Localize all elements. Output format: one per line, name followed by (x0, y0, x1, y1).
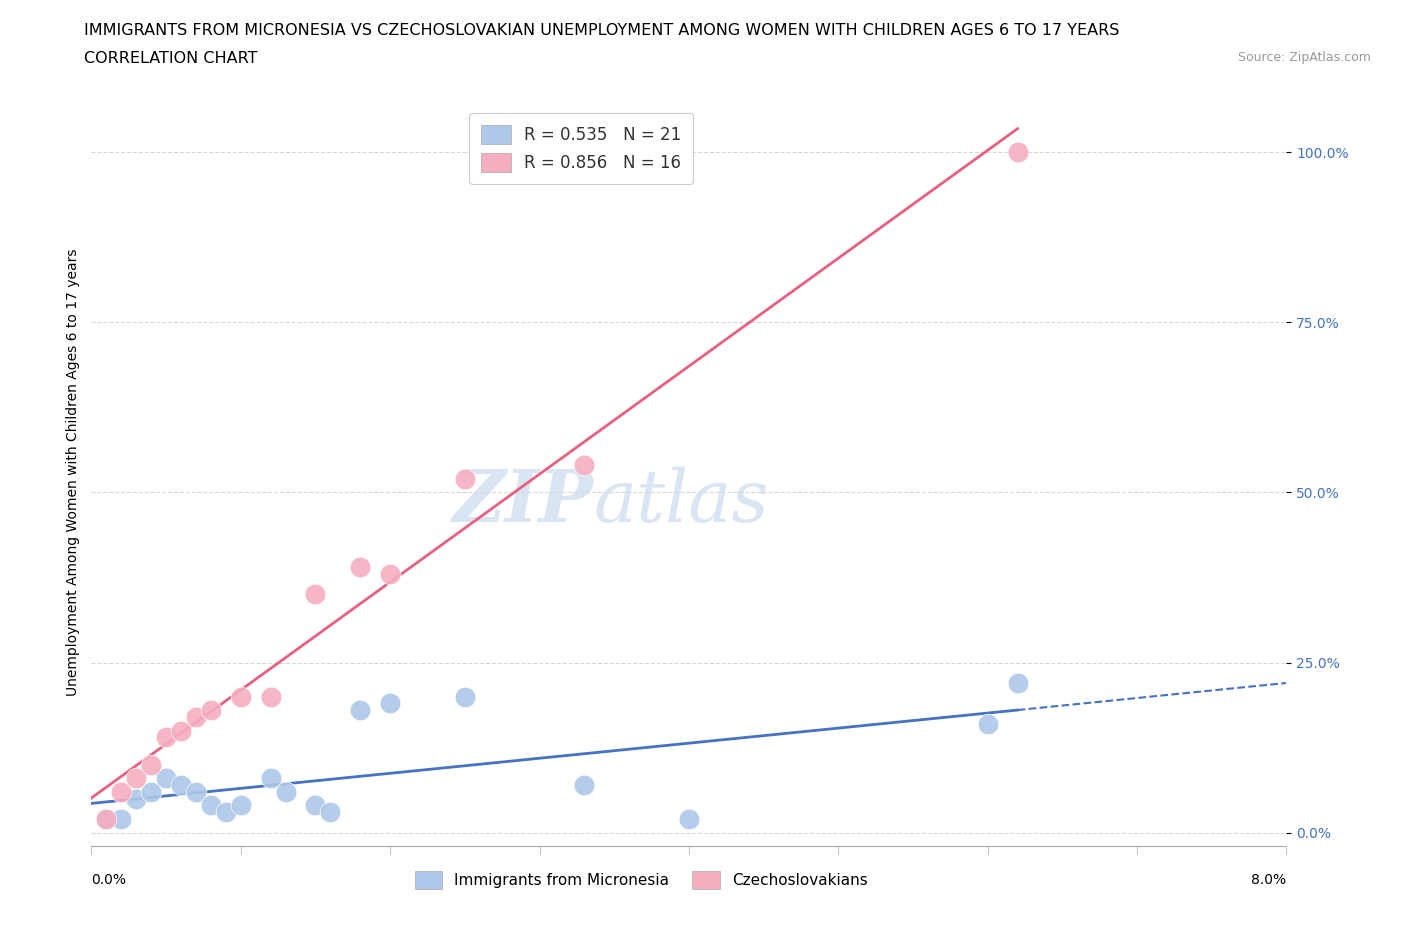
Text: IMMIGRANTS FROM MICRONESIA VS CZECHOSLOVAKIAN UNEMPLOYMENT AMONG WOMEN WITH CHIL: IMMIGRANTS FROM MICRONESIA VS CZECHOSLOV… (84, 23, 1119, 38)
Point (274, 784, 297, 799)
Point (200, 798, 222, 813)
Point (259, 689, 281, 704)
Point (678, 812, 700, 827)
Point (155, 771, 177, 786)
Point (454, 472, 477, 486)
Point (184, 710, 207, 724)
Text: 0.0%: 0.0% (91, 872, 127, 886)
Point (1007, 145, 1029, 160)
Point (349, 703, 371, 718)
Point (349, 560, 371, 575)
Point (976, 716, 998, 731)
Point (125, 791, 148, 806)
Point (229, 798, 252, 813)
Point (229, 689, 252, 704)
Legend: Immigrants from Micronesia, Czechoslovakians: Immigrants from Micronesia, Czechoslovak… (409, 865, 873, 895)
Point (1007, 675, 1029, 690)
Point (110, 812, 132, 827)
Point (304, 587, 326, 602)
Point (378, 566, 402, 581)
Text: CORRELATION CHART: CORRELATION CHART (84, 51, 257, 66)
Point (215, 804, 238, 819)
Text: ZIP: ZIP (453, 467, 593, 538)
Point (155, 730, 177, 745)
Point (259, 771, 281, 786)
Point (200, 703, 222, 718)
Point (141, 784, 162, 799)
Text: 8.0%: 8.0% (1251, 872, 1286, 886)
Point (454, 689, 477, 704)
Point (378, 696, 402, 711)
Y-axis label: Unemployment Among Women with Children Ages 6 to 17 years: Unemployment Among Women with Children A… (66, 248, 80, 696)
Point (574, 458, 596, 472)
Point (96, 812, 118, 827)
Point (96, 812, 118, 827)
Point (110, 784, 132, 799)
Point (170, 724, 193, 738)
Text: atlas: atlas (593, 467, 769, 538)
Point (125, 771, 148, 786)
Point (170, 777, 193, 792)
Point (574, 777, 596, 792)
Point (319, 804, 342, 819)
Point (141, 757, 162, 772)
Point (184, 784, 207, 799)
Point (304, 798, 326, 813)
Text: Source: ZipAtlas.com: Source: ZipAtlas.com (1237, 51, 1371, 64)
